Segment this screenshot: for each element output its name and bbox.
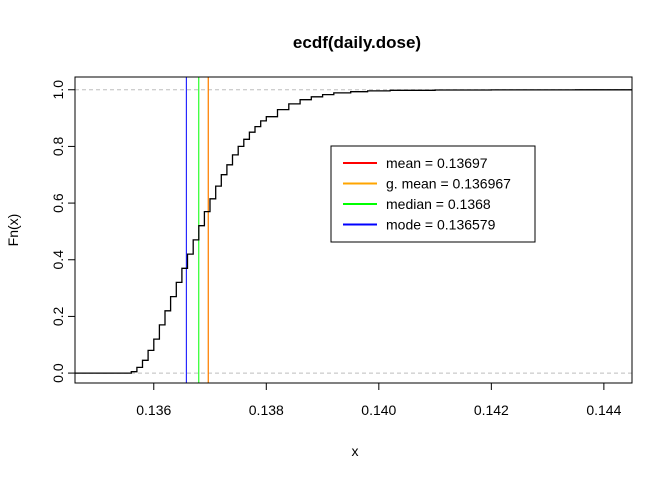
chart-title: ecdf(daily.dose) <box>293 33 421 52</box>
y-axis-label: Fn(x) <box>5 214 21 247</box>
y-tick-label-3: 0.6 <box>50 193 66 213</box>
x-tick-label-2: 0.140 <box>361 402 396 418</box>
y-tick-label-2: 0.4 <box>50 250 66 270</box>
legend-label-2: median = 0.1368 <box>386 196 491 212</box>
x-axis-label: x <box>352 443 359 459</box>
y-tick-label-1: 0.2 <box>50 306 66 326</box>
legend-label-1: g. mean = 0.136967 <box>386 176 511 192</box>
y-tick-label-5: 1.0 <box>50 80 66 100</box>
x-tick-label-1: 0.138 <box>249 402 284 418</box>
y-tick-label-0: 0.0 <box>50 363 66 383</box>
ecdf-curve-0 <box>75 89 632 374</box>
legend-label-0: mean = 0.13697 <box>386 155 488 171</box>
x-tick-label-0: 0.136 <box>136 402 171 418</box>
x-tick-label-3: 0.142 <box>474 402 509 418</box>
plot-area: 0.136 0.138 0.140 0.142 0.144 0.0 0.2 0.4 0.6 0.8… <box>50 76 633 418</box>
x-tick-label-4: 0.144 <box>586 402 621 418</box>
legend-label-3: mode = 0.136579 <box>386 217 496 233</box>
y-tick-label-4: 0.8 <box>50 136 66 156</box>
